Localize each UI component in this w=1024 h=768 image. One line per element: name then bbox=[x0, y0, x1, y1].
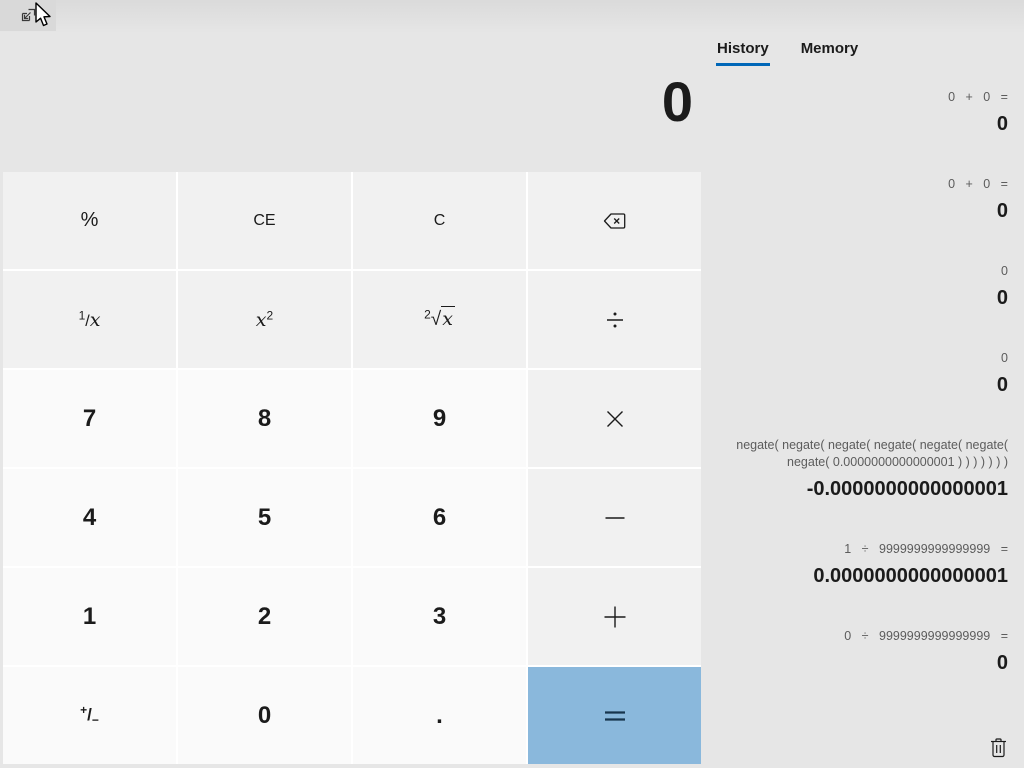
history-item[interactable]: 0 + 0 = 0 bbox=[717, 176, 1008, 225]
button-five[interactable]: 5 bbox=[178, 469, 351, 566]
button-label: % bbox=[80, 209, 99, 231]
keep-on-top-icon bbox=[20, 7, 37, 24]
button-backspace[interactable] bbox=[528, 172, 701, 269]
button-equals[interactable] bbox=[528, 667, 701, 764]
history-item[interactable]: negate( negate( negate( negate( negate( … bbox=[717, 437, 1008, 503]
button-label: 8 bbox=[257, 404, 272, 432]
calc-display: 0 bbox=[661, 70, 693, 133]
button-label: 0 bbox=[257, 701, 272, 729]
button-label: C bbox=[433, 211, 446, 229]
history-result: 0 bbox=[996, 113, 1008, 135]
panel-tabs: History Memory bbox=[716, 40, 1008, 66]
button-label: 5 bbox=[257, 503, 272, 531]
multiply-icon bbox=[605, 409, 625, 429]
tab-memory[interactable]: Memory bbox=[801, 40, 859, 66]
history-result: 0.0000000000000001 bbox=[813, 565, 1008, 587]
button-multiply[interactable] bbox=[528, 370, 701, 467]
button-clear-entry[interactable]: CE bbox=[178, 172, 351, 269]
plus-icon bbox=[603, 605, 627, 629]
button-label: 3 bbox=[432, 602, 447, 630]
button-eight[interactable]: 8 bbox=[178, 370, 351, 467]
button-zero[interactable]: 0 bbox=[178, 667, 351, 764]
backspace-icon bbox=[601, 209, 628, 233]
mouse-cursor bbox=[33, 2, 54, 30]
button-label: +/− bbox=[80, 702, 99, 727]
button-reciprocal[interactable]: 1/x bbox=[3, 271, 176, 368]
history-expression: 0 + 0 = bbox=[948, 90, 1008, 104]
history-expression: 0 ÷ 9999999999999999 = bbox=[844, 629, 1008, 643]
button-negate[interactable]: +/− bbox=[3, 667, 176, 764]
button-three[interactable]: 3 bbox=[353, 568, 526, 665]
button-label: 9 bbox=[432, 404, 447, 432]
history-result: 0 bbox=[996, 652, 1008, 674]
history-panel: History Memory 0 + 0 = 0 0 + 0 = 0 0 0 0 0 negate… bbox=[701, 0, 1024, 768]
history-expression: 0 bbox=[1001, 351, 1008, 365]
button-square-root[interactable]: 2√x bbox=[353, 271, 526, 368]
tab-history[interactable]: History bbox=[716, 40, 770, 66]
button-nine[interactable]: 9 bbox=[353, 370, 526, 467]
history-result: 0 bbox=[996, 200, 1008, 222]
button-label: x2 bbox=[255, 308, 274, 331]
button-label: . bbox=[436, 701, 443, 729]
history-expression: 0 bbox=[1001, 264, 1008, 278]
button-decimal[interactable]: . bbox=[353, 667, 526, 764]
history-result: -0.0000000000000001 bbox=[806, 478, 1008, 500]
history-expression: negate( negate( negate( negate( negate( … bbox=[736, 438, 1008, 469]
history-result: 0 bbox=[996, 287, 1008, 309]
history-item[interactable]: 0 ÷ 9999999999999999 = 0 bbox=[717, 628, 1008, 677]
history-expression: 0 + 0 = bbox=[948, 177, 1008, 191]
clear-history-button[interactable] bbox=[985, 734, 1011, 760]
keypad: % CE C 1/x x2 2√x 7 8 9 4 5 6 1 2 3 +/− 0. bbox=[3, 172, 701, 764]
button-one[interactable]: 1 bbox=[3, 568, 176, 665]
history-result: 0 bbox=[996, 374, 1008, 396]
equals-icon bbox=[603, 707, 627, 725]
button-percent[interactable]: % bbox=[3, 172, 176, 269]
button-square[interactable]: x2 bbox=[178, 271, 351, 368]
button-two[interactable]: 2 bbox=[178, 568, 351, 665]
history-expression: 1 ÷ 9999999999999999 = bbox=[844, 542, 1008, 556]
history-list: 0 + 0 = 0 0 + 0 = 0 0 0 0 0 negate( negate( nega… bbox=[717, 89, 1008, 677]
button-six[interactable]: 6 bbox=[353, 469, 526, 566]
button-label: 7 bbox=[82, 404, 97, 432]
button-label: 2√x bbox=[424, 306, 455, 330]
button-seven[interactable]: 7 bbox=[3, 370, 176, 467]
button-minus[interactable] bbox=[528, 469, 701, 566]
divide-icon bbox=[603, 308, 627, 332]
button-label: CE bbox=[253, 211, 276, 229]
button-four[interactable]: 4 bbox=[3, 469, 176, 566]
history-item[interactable]: 1 ÷ 9999999999999999 = 0.0000000000000001 bbox=[717, 541, 1008, 590]
minus-icon bbox=[604, 507, 626, 529]
button-label: 1 bbox=[82, 602, 97, 630]
button-divide[interactable] bbox=[528, 271, 701, 368]
button-clear[interactable]: C bbox=[353, 172, 526, 269]
history-item[interactable]: 0 + 0 = 0 bbox=[717, 89, 1008, 138]
button-label: 6 bbox=[432, 503, 447, 531]
trash-icon bbox=[989, 737, 1008, 758]
button-label: 1/x bbox=[78, 308, 101, 331]
button-label: 4 bbox=[82, 503, 97, 531]
button-label: 2 bbox=[257, 602, 272, 630]
button-plus[interactable] bbox=[528, 568, 701, 665]
